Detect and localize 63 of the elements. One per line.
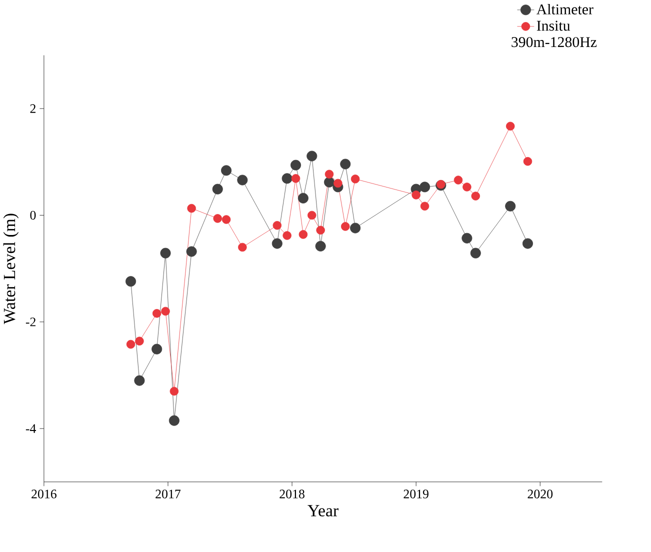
point xyxy=(282,231,292,240)
point xyxy=(282,173,292,184)
y-tick-label: -4 xyxy=(26,424,36,433)
x-tick-label: 2017 xyxy=(156,490,181,499)
point xyxy=(412,190,420,200)
point xyxy=(237,174,248,186)
point xyxy=(160,248,171,259)
point xyxy=(168,415,180,426)
point xyxy=(471,192,480,201)
y-tick-label: 0 xyxy=(30,211,36,220)
point xyxy=(290,160,302,171)
y-tick-label: 2 xyxy=(30,104,36,114)
point xyxy=(315,241,326,252)
point xyxy=(462,182,472,192)
point xyxy=(505,201,516,212)
point xyxy=(308,211,316,220)
y-axis-title: Water Level (m) xyxy=(3,214,19,324)
point xyxy=(340,158,351,170)
point xyxy=(316,226,325,235)
point xyxy=(420,182,430,192)
point xyxy=(212,184,223,195)
legend-label: Insitu xyxy=(536,20,570,31)
point xyxy=(291,174,300,183)
point xyxy=(135,336,144,346)
point xyxy=(522,238,533,249)
point xyxy=(222,215,231,224)
point xyxy=(462,233,472,244)
point xyxy=(454,176,463,185)
point xyxy=(187,204,196,213)
point xyxy=(238,243,247,252)
point xyxy=(506,122,515,131)
point xyxy=(298,230,308,239)
point xyxy=(341,222,350,231)
point xyxy=(126,276,136,287)
point xyxy=(334,179,342,188)
legend-label: Altimeter xyxy=(536,4,594,15)
y-tick-label: -2 xyxy=(26,318,36,326)
point xyxy=(272,238,282,249)
x-tick-label: 2016 xyxy=(32,490,56,499)
point xyxy=(324,170,334,179)
point xyxy=(161,307,170,316)
point xyxy=(126,340,136,349)
point xyxy=(324,177,335,188)
point xyxy=(298,193,308,204)
point xyxy=(306,150,318,162)
x-tick-label: 2020 xyxy=(528,490,553,499)
point xyxy=(470,248,481,259)
x-tick-label: 2019 xyxy=(404,490,428,499)
point xyxy=(213,214,222,223)
point xyxy=(350,222,361,234)
point xyxy=(221,165,232,176)
x-tick-label: 2018 xyxy=(280,490,304,499)
x-axis-title: Year xyxy=(308,505,338,517)
point xyxy=(170,387,179,396)
point xyxy=(186,246,197,257)
point xyxy=(152,344,162,355)
point xyxy=(523,157,532,166)
point xyxy=(350,174,360,184)
point xyxy=(134,375,145,386)
point xyxy=(152,309,162,318)
point xyxy=(420,202,430,211)
legend-title: 390m-1280Hz xyxy=(512,37,597,48)
point xyxy=(272,221,282,230)
